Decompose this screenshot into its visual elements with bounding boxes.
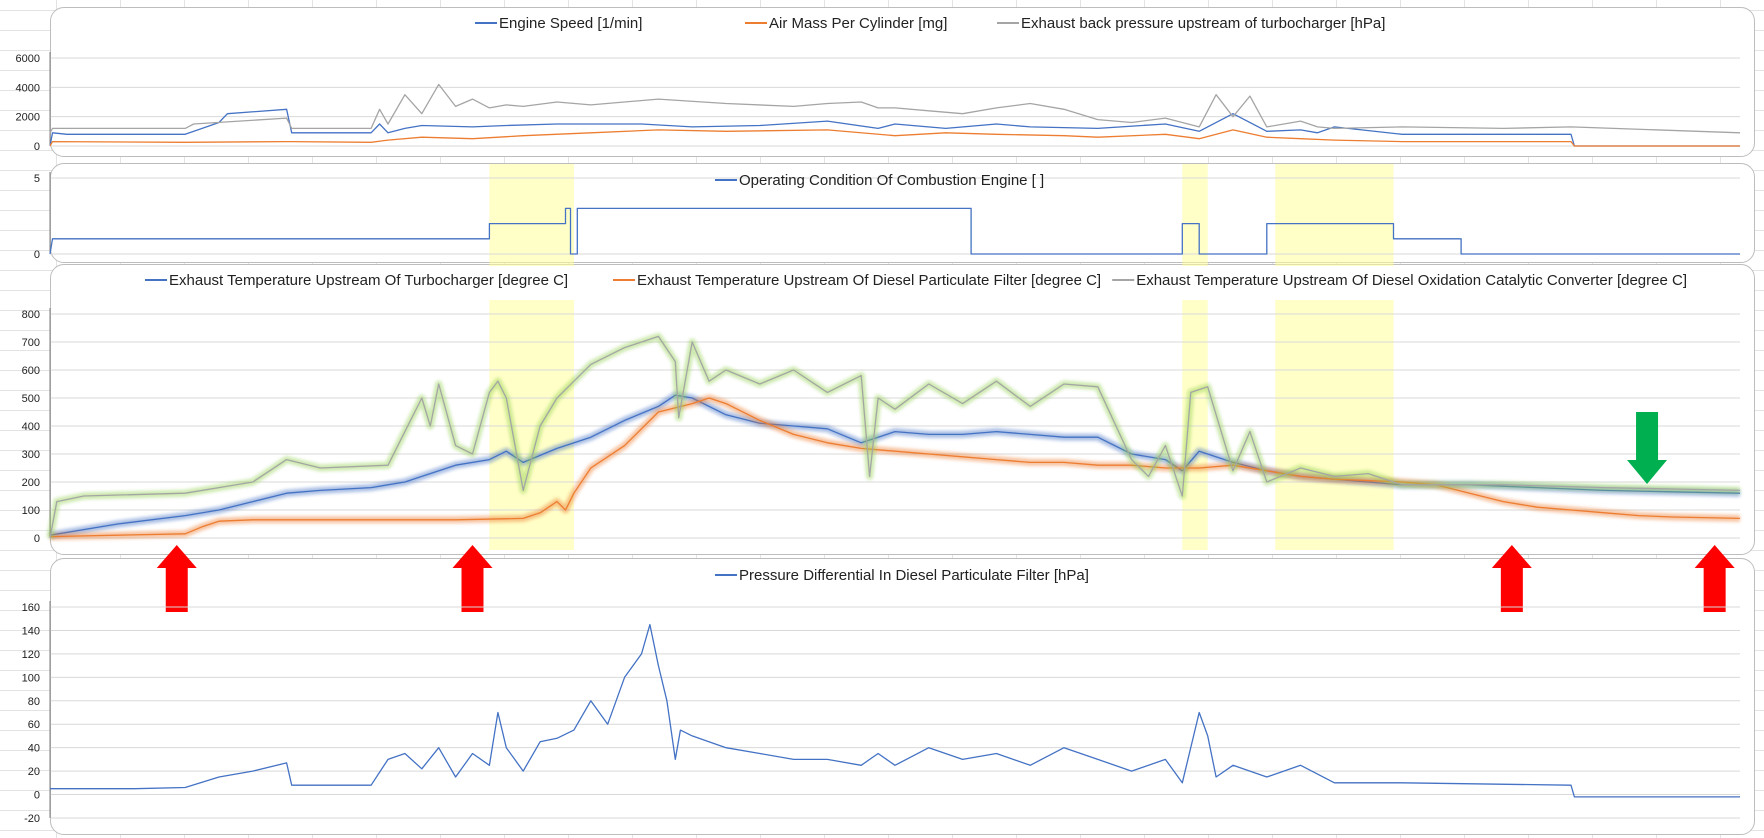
chart-3: 0 100 200 300 400 500 600 700 800 Exhaust Tempera… (22, 272, 1741, 612)
series-line (49, 108, 1740, 147)
legend-label: Exhaust back pressure upstream of turboc… (1021, 15, 1385, 32)
y-tick-label: 0 (34, 533, 40, 545)
chart-4: -20 0 20 40 60 80 100 120 140 160 Pressure Differe… (22, 567, 1740, 825)
y-tick-label: 120 (22, 649, 40, 661)
y-tick-label: 100 (22, 672, 40, 684)
y-tick-label: 5 (34, 173, 40, 185)
y-tick-label: 4000 (16, 82, 40, 94)
chart-2: 0 5 Operating Condition Of Combustion Engi… (34, 164, 1740, 266)
chart-panel-operating-condition[interactable] (50, 163, 1755, 263)
red-up-arrow (156, 545, 197, 612)
series-line (49, 83, 1741, 134)
red-up-arrow (1491, 545, 1532, 612)
y-tick-label: 80 (28, 696, 40, 708)
y-tick-label: 40 (28, 743, 40, 755)
y-tick-label: 500 (22, 393, 40, 405)
y-tick-label: 0 (34, 249, 40, 261)
red-up-arrow (1694, 545, 1735, 612)
green-down-arrow (1627, 412, 1668, 484)
legend-label: Exhaust Temperature Upstream Of Diesel P… (637, 272, 1101, 289)
chart-panel-engine[interactable] (50, 7, 1755, 157)
y-tick-label: 600 (22, 365, 40, 377)
y-tick-label: 700 (22, 337, 40, 349)
series-line (50, 623, 1740, 798)
y-tick-label: 200 (22, 477, 40, 489)
series-line (49, 207, 1740, 255)
chart-panel-dpf-pressure[interactable] (50, 558, 1755, 835)
y-tick-label: 400 (22, 421, 40, 433)
legend-label: Air Mass Per Cylinder [mg] (769, 15, 947, 32)
highlight-band (489, 164, 574, 266)
y-tick-label: 6000 (16, 53, 40, 65)
legend-label: Exhaust Temperature Upstream Of Diesel O… (1136, 272, 1687, 289)
chart-panel-exhaust-temperature[interactable] (50, 264, 1755, 555)
y-tick-label: -20 (24, 813, 40, 825)
legend-label: Exhaust Temperature Upstream Of Turbocha… (169, 272, 568, 289)
legend-label: Engine Speed [1/min] (499, 15, 642, 32)
legend-label: Pressure Differential In Diesel Particul… (739, 567, 1089, 584)
highlight-band (1275, 300, 1394, 550)
y-tick-label: 0 (34, 141, 40, 153)
series-glow (46, 332, 1741, 539)
y-tick-label: 2000 (16, 112, 40, 124)
y-tick-label: 0 (34, 790, 40, 802)
chart-1: 0 2000 4000 6000 Engine Speed [1/min] Air Mas… (16, 15, 1741, 153)
series-line (49, 335, 1741, 539)
y-tick-label: 100 (22, 505, 40, 517)
highlight-band (1182, 164, 1208, 266)
y-tick-label: 140 (22, 625, 40, 637)
y-tick-label: 20 (28, 766, 40, 778)
y-tick-label: 60 (28, 719, 40, 731)
legend-label: Operating Condition Of Combustion Engine… (739, 172, 1044, 189)
red-up-arrow (452, 545, 493, 612)
y-tick-label: 800 (22, 309, 40, 321)
highlight-band (1275, 164, 1394, 266)
series-line (49, 129, 1740, 147)
y-tick-label: 160 (22, 602, 40, 614)
y-tick-label: 300 (22, 449, 40, 461)
